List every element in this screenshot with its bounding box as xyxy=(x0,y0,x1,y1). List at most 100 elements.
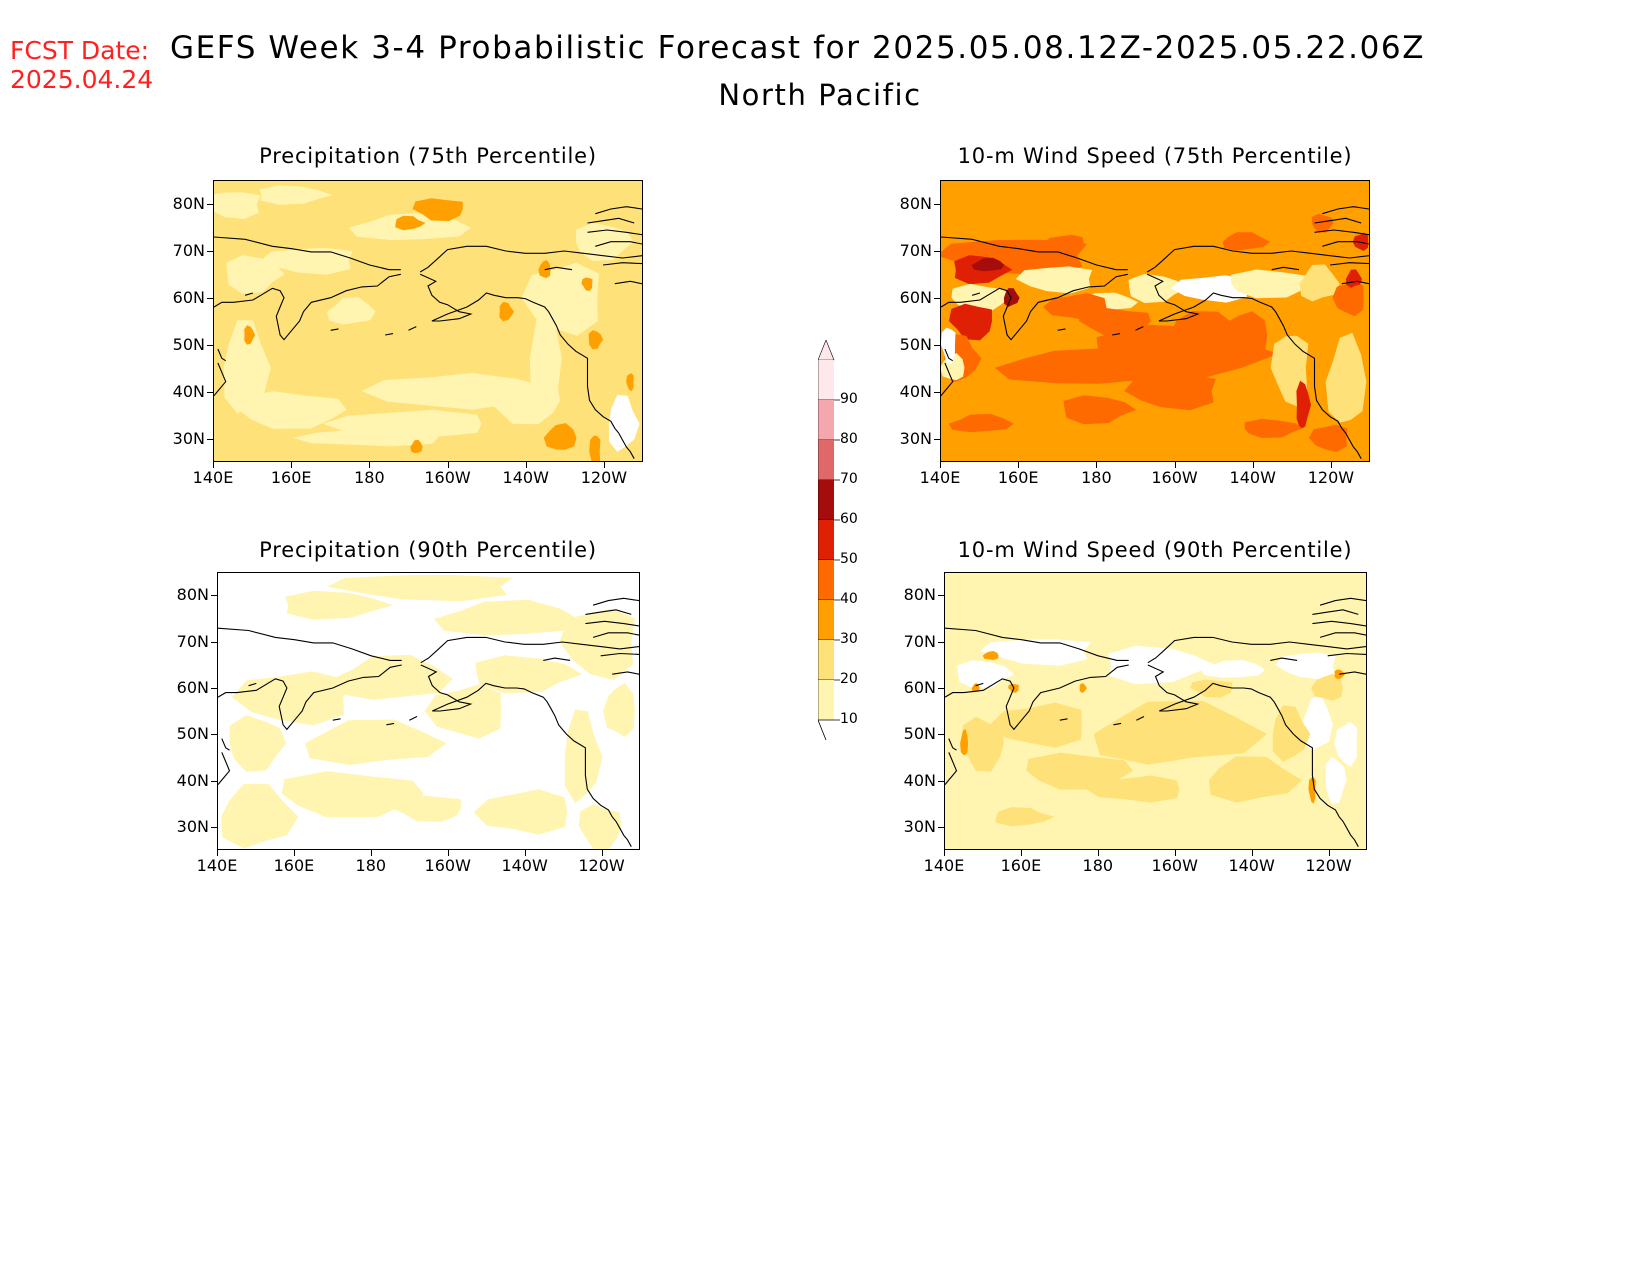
map-wind90 xyxy=(944,572,1367,850)
coastline-11 xyxy=(585,620,639,627)
contour-region xyxy=(994,348,1159,384)
lat-tick-mark xyxy=(934,203,940,205)
lon-tick-mark xyxy=(944,850,945,856)
coastline-9 xyxy=(595,206,642,215)
lat-tick-mark xyxy=(211,595,217,597)
contour-region xyxy=(1222,232,1271,251)
lon-tick-mark xyxy=(291,462,293,468)
colorbar-graphic xyxy=(818,340,840,740)
colorbar-label: 50 xyxy=(840,551,858,567)
colorbar-label: 20 xyxy=(840,671,858,687)
coastline-10 xyxy=(1312,609,1359,615)
page-title: GEFS Week 3-4 Probabilistic Forecast for… xyxy=(170,30,1426,66)
contour-region xyxy=(390,794,462,822)
coastline-4 xyxy=(386,722,395,726)
lat-tick-label: 60N xyxy=(903,677,936,697)
coastline-16 xyxy=(244,292,254,296)
colorbar-label: 60 xyxy=(840,511,858,527)
coastline-7 xyxy=(945,752,958,785)
lon-tick-mark xyxy=(1252,462,1254,468)
lon-tick-label: 120W xyxy=(580,468,628,487)
lat-tick-label: 30N xyxy=(176,816,209,836)
lat-tick-mark xyxy=(938,826,944,828)
panel-title-precip75: Precipitation (75th Percentile) xyxy=(259,144,597,168)
lat-tick-mark xyxy=(934,250,940,252)
lat-tick-mark xyxy=(207,344,213,346)
contour-region xyxy=(475,655,583,694)
contour-region xyxy=(961,716,1004,772)
contour-region xyxy=(538,260,551,279)
contour-region xyxy=(285,590,393,620)
contour-region xyxy=(1332,279,1364,317)
contour-region xyxy=(231,671,346,726)
contour-region xyxy=(1107,645,1216,685)
contour-region xyxy=(990,702,1082,748)
coastline-1 xyxy=(945,664,1129,731)
coastline-2 xyxy=(1147,636,1366,664)
contour-region xyxy=(304,719,447,766)
lon-tick-label: 140W xyxy=(1228,856,1275,875)
coastline-10 xyxy=(1314,217,1362,224)
colorbar-swatch xyxy=(818,680,834,720)
lon-tick-label: 160E xyxy=(270,468,312,487)
lat-tick-label: 60N xyxy=(172,287,205,307)
contour-region xyxy=(1244,418,1303,438)
contour-region xyxy=(499,301,515,322)
coastline-5 xyxy=(409,716,418,721)
coastline-12 xyxy=(1322,241,1369,247)
lon-tick-mark xyxy=(1096,462,1098,468)
lat-tick-label: 70N xyxy=(172,240,205,260)
contour-region xyxy=(564,709,603,804)
lat-tick-mark xyxy=(207,203,213,205)
contour-region xyxy=(259,185,333,205)
lon-tick-label: 160W xyxy=(424,468,471,487)
field-precip75 xyxy=(214,181,642,461)
panel-title-wind75: 10-m Wind Speed (75th Percentile) xyxy=(957,144,1353,168)
contour-region xyxy=(1208,756,1302,803)
colorbar-top-arrow xyxy=(818,340,835,361)
coastline-14 xyxy=(1341,280,1369,285)
lat-tick-label: 40N xyxy=(899,381,932,401)
contour-region xyxy=(948,413,1014,433)
coastline-9 xyxy=(1319,597,1366,606)
lat-tick-mark xyxy=(934,391,940,393)
lon-tick-mark xyxy=(1330,462,1332,468)
contour-region xyxy=(529,300,562,412)
contour-region xyxy=(995,807,1055,827)
contour-region xyxy=(326,297,376,325)
contour-region xyxy=(361,372,517,410)
contour-region xyxy=(488,378,561,425)
contour-region xyxy=(1325,756,1347,804)
lon-tick-mark xyxy=(1328,850,1330,856)
contour-region xyxy=(588,330,604,350)
contour-region xyxy=(1334,721,1358,767)
lat-tick-label: 80N xyxy=(176,585,209,605)
lat-tick-label: 50N xyxy=(176,724,209,744)
contour-region xyxy=(603,682,635,737)
coastline-4 xyxy=(1113,722,1122,726)
coastline-5 xyxy=(1136,716,1145,721)
lat-tick-mark xyxy=(211,641,217,643)
coastline-15 xyxy=(543,657,571,661)
lat-tick-label: 30N xyxy=(903,816,936,836)
contour-region xyxy=(1015,266,1093,294)
lon-tick-mark xyxy=(1174,462,1176,468)
contour-region xyxy=(261,247,353,275)
coastline-8 xyxy=(221,738,230,751)
lon-tick-label: 140W xyxy=(502,468,549,487)
coastline-13 xyxy=(1330,262,1369,266)
lon-tick-label: 140E xyxy=(919,468,961,487)
coastline-14 xyxy=(1339,671,1366,675)
coastline-7 xyxy=(941,362,954,397)
coastline-14 xyxy=(612,671,639,675)
contour-region xyxy=(293,428,439,447)
coastline-15 xyxy=(544,266,573,271)
panel-title-precip90: Precipitation (90th Percentile) xyxy=(259,538,597,562)
lat-tick-label: 80N xyxy=(903,585,936,605)
lon-tick-mark xyxy=(1174,850,1176,856)
coastline-3 xyxy=(1146,273,1362,459)
lon-tick-label: 140E xyxy=(192,468,234,487)
lon-tick-mark xyxy=(1020,850,1022,856)
lat-tick-label: 80N xyxy=(899,193,932,213)
contour-region xyxy=(221,783,299,849)
